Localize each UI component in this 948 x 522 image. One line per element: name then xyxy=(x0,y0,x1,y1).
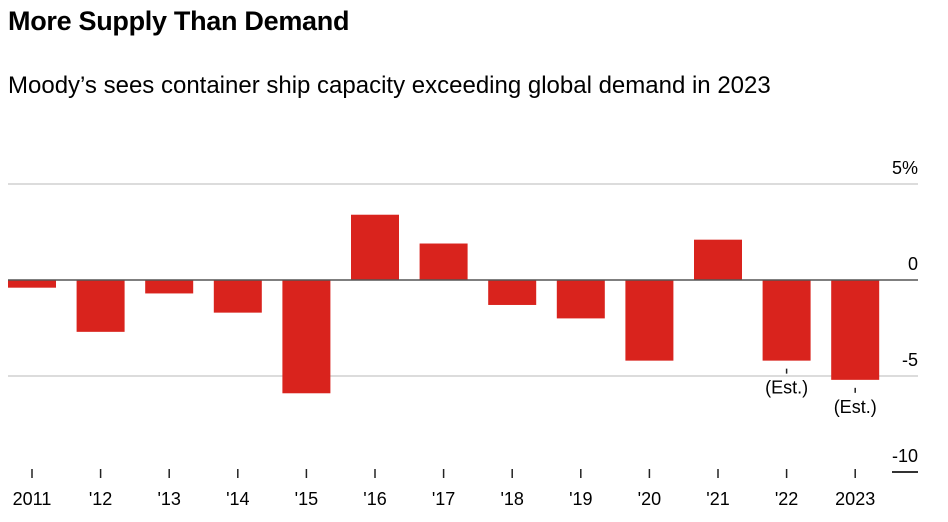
x-tick-label: '18 xyxy=(500,489,523,509)
x-tick-label: '16 xyxy=(363,489,386,509)
y-tick-label: -5 xyxy=(902,350,918,370)
bar-21 xyxy=(694,239,742,280)
bar-2023 xyxy=(831,280,880,380)
bar-12 xyxy=(76,280,125,332)
x-tick-label: '20 xyxy=(638,489,661,509)
x-tick-label: '15 xyxy=(295,489,318,509)
x-tick-label: '19 xyxy=(569,489,592,509)
y-tick-label: -10 xyxy=(892,446,918,466)
chart-subtitle: Moody’s sees container ship capacity exc… xyxy=(8,72,771,99)
x-tick-label: '14 xyxy=(226,489,249,509)
x-tick-label: '13 xyxy=(157,489,180,509)
bar-14 xyxy=(213,280,262,313)
bar-2011 xyxy=(8,280,56,288)
bar-13 xyxy=(145,280,194,294)
x-tick-label: 2023 xyxy=(835,489,875,509)
bar-18 xyxy=(488,280,537,305)
bar-20 xyxy=(625,280,674,361)
estimate-annotation: (Est.) xyxy=(765,378,808,398)
bar-19 xyxy=(556,280,605,319)
x-tick-label: '22 xyxy=(775,489,798,509)
bar-15 xyxy=(282,280,331,394)
estimate-annotation: (Est.) xyxy=(834,397,877,417)
bar-22 xyxy=(762,280,811,361)
bar-17 xyxy=(419,243,468,280)
bar-16 xyxy=(351,214,399,280)
chart-title: More Supply Than Demand xyxy=(8,6,350,36)
x-tick-label: 2011 xyxy=(13,489,52,509)
y-tick-label: 5% xyxy=(892,158,918,178)
y-tick-label: 0 xyxy=(908,254,918,274)
x-tick-label: '17 xyxy=(432,489,455,509)
x-tick-label: '12 xyxy=(89,489,112,509)
x-tick-label: '21 xyxy=(706,489,729,509)
